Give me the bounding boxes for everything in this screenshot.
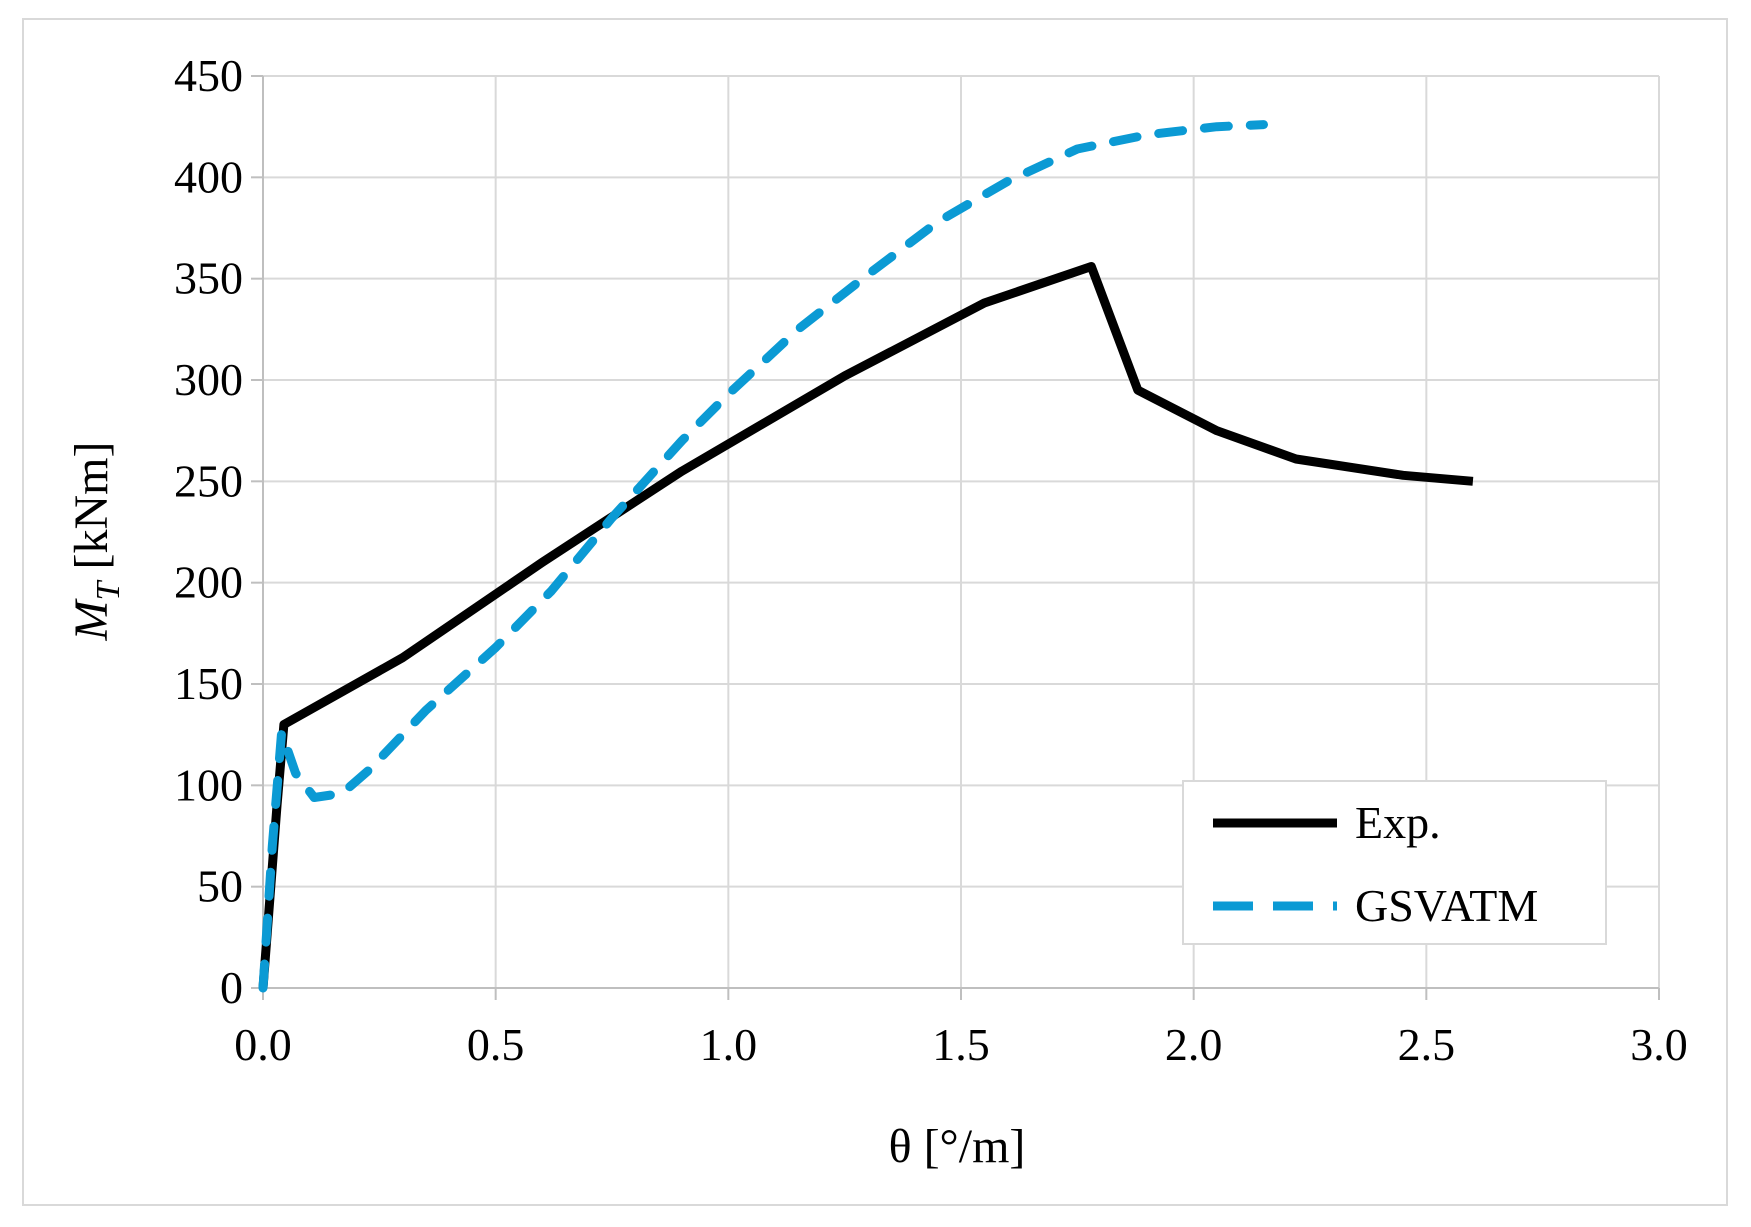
x-tick-label: 2.5 (1398, 1019, 1456, 1070)
chart-frame (22, 18, 1728, 1206)
legend-label-gsvatm: GSVATM (1355, 880, 1538, 931)
x-tick-label: 0.5 (467, 1019, 525, 1070)
axes (251, 75, 1660, 1000)
series-lines (258, 120, 1474, 993)
y-tick-label: 300 (174, 354, 243, 405)
x-tick-label: 1.0 (700, 1019, 758, 1070)
y-tick-label: 350 (174, 253, 243, 304)
y-tick-label: 450 (174, 50, 243, 101)
legend-label-exp: Exp. (1355, 797, 1441, 848)
y-tick-labels: 0 50 100 150 200 250 300 350 400 450 (174, 50, 243, 1013)
y-tick-label: 0 (220, 962, 243, 1013)
y-tick-label: 400 (174, 151, 243, 202)
y-axis-title: MT [kNm] (65, 442, 127, 642)
x-tick-labels: 0.0 0.5 1.0 1.5 2.0 2.5 3.0 (234, 1019, 1688, 1070)
x-axis-title: θ [°/m] (889, 1120, 1026, 1173)
y-tick-label: 50 (197, 861, 243, 912)
y-tick-label: 200 (174, 557, 243, 608)
y-tick-label: 250 (174, 455, 243, 506)
x-tick-label: 2.0 (1165, 1019, 1223, 1070)
x-tick-label: 0.0 (234, 1019, 292, 1070)
legend: Exp. GSVATM (1182, 780, 1607, 945)
y-axis-title-subscript: T (90, 579, 127, 600)
y-axis-title-unit: [kNm] (65, 442, 118, 582)
legend-box (1182, 780, 1607, 945)
x-tick-label: 3.0 (1630, 1019, 1688, 1070)
series-line-exp (258, 262, 1474, 989)
y-tick-label: 100 (174, 759, 243, 810)
series-line-gsvatm (258, 120, 1268, 993)
x-tick-label: 1.5 (932, 1019, 990, 1070)
y-tick-label: 150 (174, 658, 243, 709)
y-axis-title-symbol: M (65, 597, 118, 641)
